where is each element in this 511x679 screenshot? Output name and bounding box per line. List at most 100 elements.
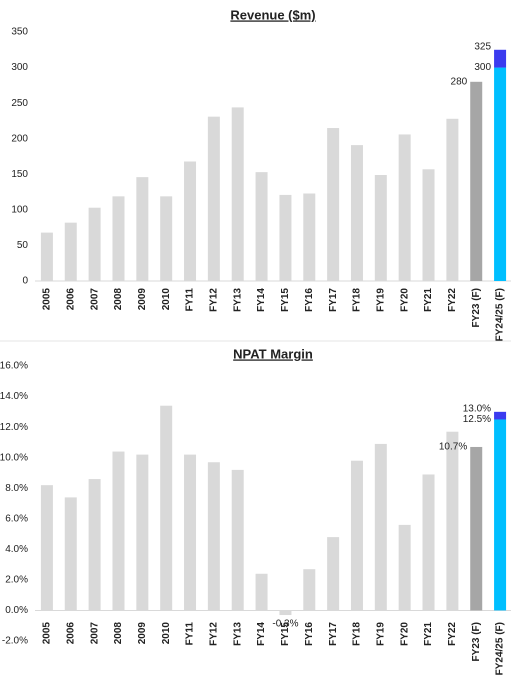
bar [303, 569, 316, 611]
x-tick-label: FY19 [375, 622, 386, 646]
bar [160, 196, 173, 281]
x-tick-label: FY18 [352, 288, 363, 312]
x-tick-label: FY23 (F) [471, 288, 482, 327]
bar [327, 128, 340, 281]
x-tick-label: FY12 [209, 288, 220, 312]
y-tick-label: 8.0% [5, 483, 28, 494]
x-tick-label: FY19 [375, 288, 386, 312]
bar [136, 177, 149, 281]
value-label: 280 [451, 76, 468, 87]
bar [207, 462, 220, 611]
bar [136, 454, 149, 611]
bar [40, 485, 53, 611]
bar [112, 451, 125, 611]
bar [88, 207, 101, 281]
x-tick-label: FY13 [232, 288, 243, 312]
x-tick-label: FY15 [280, 288, 291, 312]
x-tick-label: 2005 [42, 622, 53, 645]
bar [494, 49, 507, 68]
annotation: 13.0% [463, 403, 491, 414]
bar [494, 411, 507, 420]
y-tick-label: 2.0% [5, 575, 28, 586]
x-tick-label: FY16 [304, 622, 315, 646]
x-tick-label: FY11 [185, 288, 196, 312]
x-tick-label: 2008 [113, 288, 124, 311]
bar [374, 174, 387, 281]
bar [446, 118, 459, 282]
bar [64, 222, 77, 281]
y-tick-label: 10.0% [0, 452, 28, 463]
x-tick-label: FY14 [256, 288, 267, 312]
y-tick-label: 100 [11, 204, 28, 215]
y-tick-label: 6.0% [5, 513, 28, 524]
x-tick-label: 2010 [161, 622, 172, 645]
y-tick-label: 12.0% [0, 422, 28, 433]
bar [112, 196, 125, 281]
y-tick-label: 300 [11, 62, 28, 73]
bar [327, 537, 340, 611]
bar [279, 610, 292, 616]
y-tick-label: 14.0% [0, 391, 28, 402]
y-tick-label: 0 [22, 276, 28, 287]
x-tick-label: FY13 [232, 622, 243, 646]
bar [422, 169, 435, 281]
value-label: 12.5% [463, 414, 491, 425]
x-tick-label: FY17 [328, 288, 339, 312]
y-tick-label: 250 [11, 98, 28, 109]
x-tick-label: FY23 (F) [471, 622, 482, 661]
x-tick-label: FY22 [447, 622, 458, 646]
x-tick-label: FY14 [256, 622, 267, 646]
x-tick-label: 2007 [89, 622, 100, 645]
bar [231, 107, 244, 281]
x-tick-label: FY15 [280, 622, 291, 646]
x-tick-label: FY17 [328, 622, 339, 646]
bar [374, 443, 387, 611]
chart-title: NPAT Margin [233, 346, 313, 361]
x-tick-label: FY11 [185, 622, 196, 646]
y-tick-label: 50 [17, 240, 29, 251]
y-tick-label: 16.0% [0, 361, 28, 372]
bar [279, 194, 292, 281]
y-tick-label: 350 [11, 27, 28, 38]
bar [494, 419, 507, 611]
bar [255, 172, 268, 281]
y-tick-label: 4.0% [5, 544, 28, 555]
bar [40, 232, 53, 281]
bar [207, 116, 220, 281]
bar [470, 81, 483, 281]
bar [255, 573, 268, 611]
x-tick-label: FY18 [352, 622, 363, 646]
annotation: 325 [474, 41, 491, 52]
bar [184, 454, 197, 611]
x-tick-label: FY21 [423, 622, 434, 646]
bar [446, 431, 459, 611]
x-tick-label: FY20 [399, 622, 410, 646]
value-label: 10.7% [439, 442, 467, 453]
bar [398, 524, 411, 611]
bar [422, 474, 435, 611]
x-tick-label: 2010 [161, 288, 172, 311]
x-tick-label: FY22 [447, 288, 458, 312]
y-tick-label: 0.0% [5, 605, 28, 616]
x-tick-label: 2009 [137, 622, 148, 645]
x-tick-label: 2005 [42, 288, 53, 311]
bar [350, 145, 363, 281]
x-tick-label: 2006 [65, 622, 76, 645]
x-tick-label: 2007 [89, 288, 100, 311]
value-label: -0.3% [272, 619, 298, 630]
bar [231, 469, 244, 611]
x-tick-label: 2008 [113, 622, 124, 645]
bar [494, 67, 507, 281]
x-tick-label: FY24/25 (F) [495, 622, 506, 675]
bar [470, 446, 483, 611]
x-tick-label: 2006 [65, 288, 76, 311]
bar [184, 161, 197, 281]
y-tick-label: -2.0% [2, 636, 28, 647]
x-tick-label: 2009 [137, 288, 148, 311]
value-label: 300 [474, 62, 491, 73]
bar [160, 405, 173, 611]
y-tick-label: 200 [11, 133, 28, 144]
x-tick-label: FY20 [399, 288, 410, 312]
